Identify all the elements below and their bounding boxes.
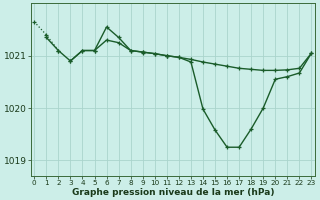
X-axis label: Graphe pression niveau de la mer (hPa): Graphe pression niveau de la mer (hPa) bbox=[72, 188, 274, 197]
